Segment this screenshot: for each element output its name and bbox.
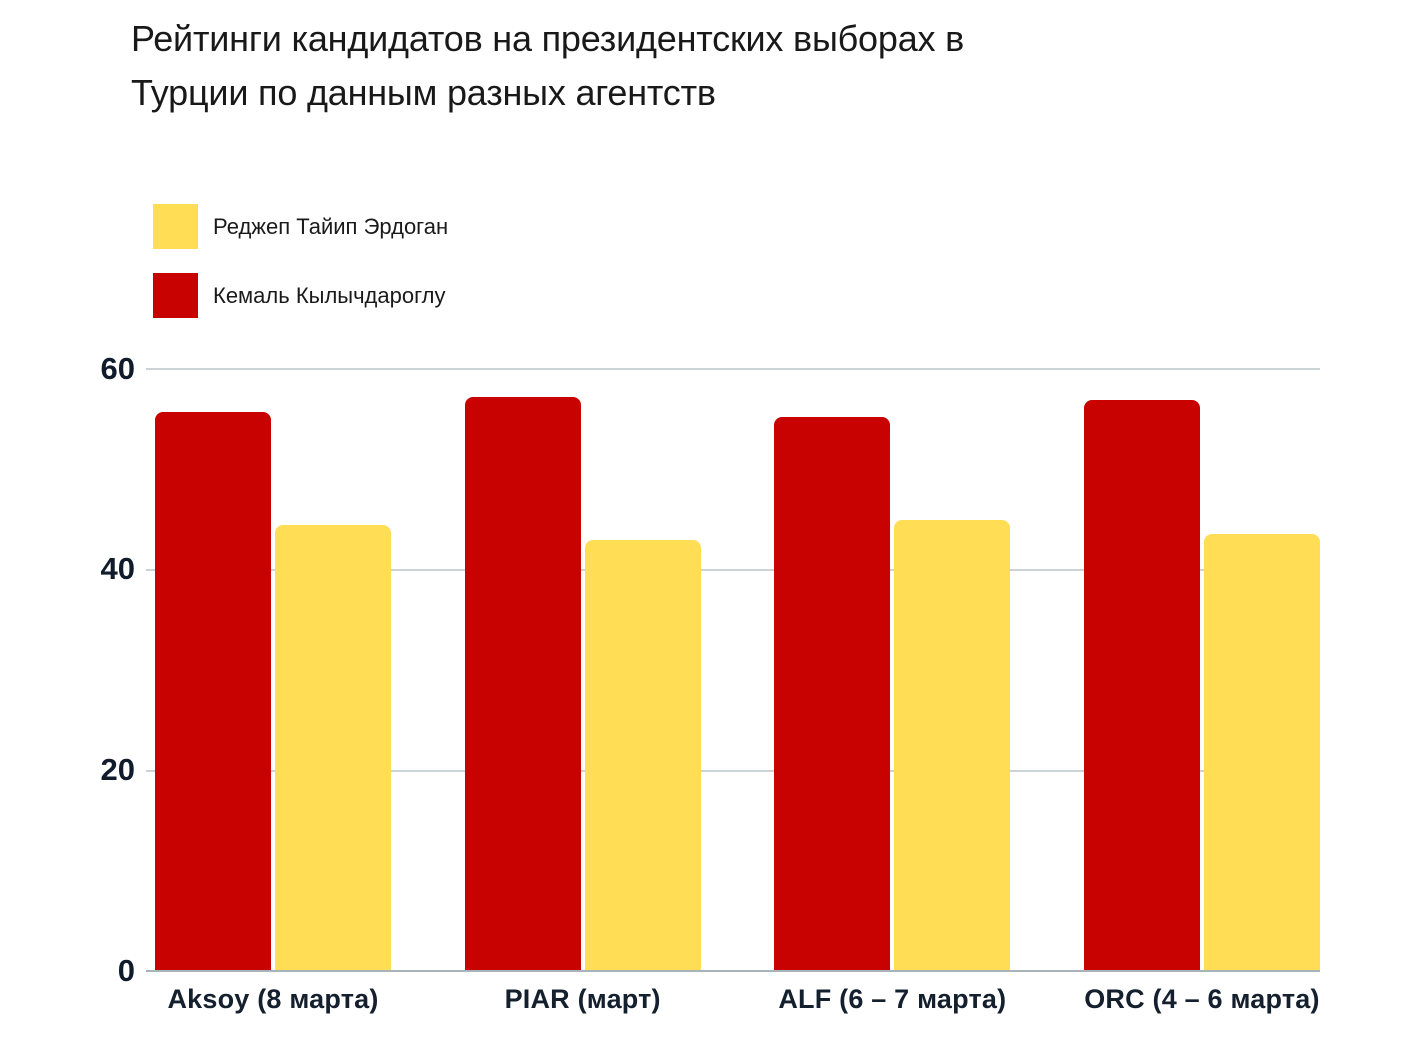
bar-group-4 bbox=[1083, 368, 1320, 971]
bar-group-3 bbox=[774, 368, 1011, 971]
x-axis-label-2: PIAR (март) bbox=[504, 984, 661, 1014]
bar-kilicdaroglu-3 bbox=[774, 417, 891, 971]
y-tick-60: 60 bbox=[100, 351, 135, 386]
chart-title-line2: Турции по данным разных агентств bbox=[131, 72, 716, 113]
bar-groups bbox=[155, 368, 1320, 971]
gridline-60 bbox=[146, 368, 1320, 370]
chart-title: Рейтинги кандидатов на президентских выб… bbox=[131, 12, 1291, 120]
plot-area: 60 40 20 0 bbox=[101, 353, 1320, 987]
legend-label-erdogan: Реджеп Тайип Эрдоган bbox=[213, 213, 449, 239]
x-axis-label-4: ORC (4 – 6 марта) bbox=[1084, 984, 1320, 1014]
y-tick-20: 20 bbox=[100, 752, 135, 787]
chart-title-line1: Рейтинги кандидатов на президентских выб… bbox=[131, 18, 965, 59]
bar-erdogan-3 bbox=[894, 519, 1011, 971]
x-axis-label-1: Aksoy (8 марта) bbox=[167, 984, 379, 1014]
bar-kilicdaroglu-2 bbox=[464, 397, 581, 971]
bar-erdogan-2 bbox=[584, 539, 701, 971]
legend-item-kilicdaroglu: Кемаль Кылычдароглу bbox=[153, 273, 448, 318]
bar-kilicdaroglu-4 bbox=[1083, 400, 1200, 971]
bar-group-1 bbox=[155, 368, 391, 971]
x-axis-label-3: ALF (6 – 7 марта) bbox=[778, 984, 1007, 1014]
gridline-20 bbox=[146, 770, 1320, 772]
y-tick-0: 0 bbox=[117, 953, 135, 988]
gridline-40 bbox=[146, 568, 1320, 571]
legend: Реджеп Тайип Эрдоган Кемаль Кылычдароглу bbox=[153, 204, 448, 342]
x-axis-line bbox=[146, 970, 1320, 972]
x-axis-labels: Aksoy (8 марта) PIAR (март) ALF (6 – 7 мар… bbox=[155, 984, 1320, 1015]
kilicdaroglu-color-swatch bbox=[153, 273, 198, 318]
y-tick-40: 40 bbox=[100, 550, 135, 586]
bar-group-2 bbox=[464, 368, 701, 971]
bar-erdogan-1 bbox=[275, 524, 391, 971]
legend-item-erdogan: Реджеп Тайип Эрдоган bbox=[153, 204, 448, 249]
bar-erdogan-4 bbox=[1203, 533, 1320, 971]
erdogan-color-swatch bbox=[153, 204, 198, 249]
legend-label-kilicdaroglu: Кемаль Кылычдароглу bbox=[213, 282, 446, 308]
bar-kilicdaroglu-1 bbox=[155, 412, 271, 971]
